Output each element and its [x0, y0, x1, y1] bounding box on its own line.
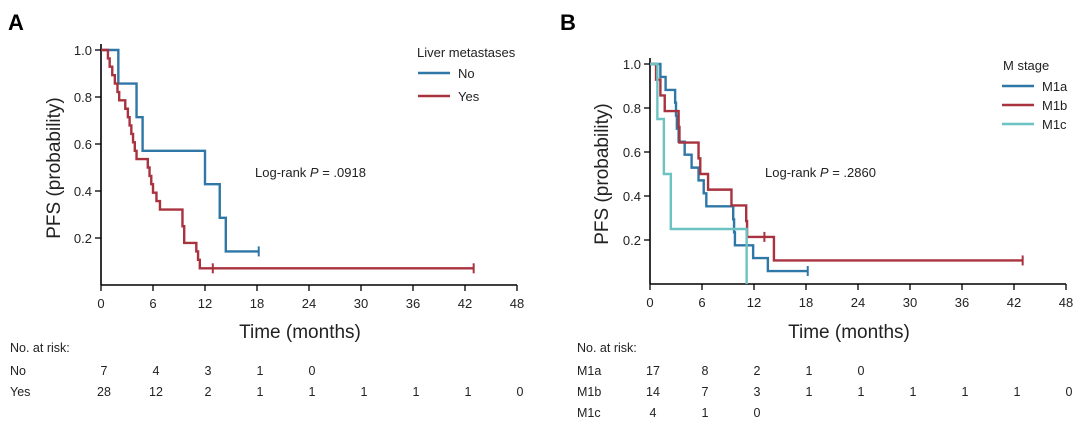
x-tick-label: 42	[458, 296, 472, 311]
x-axis-title: Time (months)	[788, 322, 910, 343]
x-tick-label: 18	[250, 296, 264, 311]
at-risk-value: 3	[754, 385, 761, 399]
at-risk-row-label: Yes	[10, 385, 30, 399]
x-axis-title: Time (months)	[239, 322, 361, 343]
at-risk-value: 1	[465, 385, 472, 399]
legend-label-yes: Yes	[458, 89, 480, 104]
log-rank-prefix: Log-rank	[765, 165, 820, 180]
km-curve-m1b	[650, 62, 1023, 262]
x-tick-label: 18	[799, 295, 813, 310]
x-tick-label: 36	[406, 296, 420, 311]
at-risk-title: No. at risk:	[577, 341, 637, 355]
at-risk-title: No. at risk:	[10, 341, 70, 355]
at-risk-value: 28	[97, 385, 111, 399]
at-risk-value: 1	[806, 364, 813, 378]
at-risk-value: 4	[650, 406, 657, 420]
at-risk-value: 2	[754, 364, 761, 378]
log-rank-p: P	[310, 165, 319, 180]
at-risk-row-label: M1a	[577, 364, 601, 378]
panel-letter: A	[8, 10, 24, 35]
at-risk-row-label: M1c	[577, 406, 601, 420]
x-tick-label: 30	[354, 296, 368, 311]
at-risk-value: 0	[517, 385, 524, 399]
x-tick-label: 42	[1007, 295, 1021, 310]
at-risk-value: 0	[858, 364, 865, 378]
at-risk-value: 17	[646, 364, 660, 378]
panel-letter: B	[560, 10, 576, 35]
x-tick-label: 6	[698, 295, 705, 310]
at-risk-value: 0	[754, 406, 761, 420]
x-tick-label: 36	[955, 295, 969, 310]
at-risk-value: 1	[806, 385, 813, 399]
x-tick-label: 0	[646, 295, 653, 310]
y-tick-label: 0.2	[74, 231, 92, 246]
y-axis-title: PFS (probability)	[44, 97, 65, 239]
at-risk-value: 7	[101, 364, 108, 378]
km-curve-m1a	[650, 62, 808, 273]
x-tick-label: 30	[903, 295, 917, 310]
at-risk-value: 1	[361, 385, 368, 399]
legend-label-no: No	[458, 66, 475, 81]
log-rank-value: = .0918	[319, 165, 366, 180]
y-tick-label: 1.0	[74, 43, 92, 58]
y-tick-label: 0.4	[623, 189, 641, 204]
at-risk-value: 1	[257, 364, 264, 378]
at-risk-value: 4	[153, 364, 160, 378]
at-risk-value: 1	[962, 385, 969, 399]
y-tick-label: 1.0	[623, 57, 641, 72]
y-tick-label: 0.4	[74, 184, 92, 199]
km-curve-m1c	[650, 62, 748, 284]
at-risk-row-label: M1b	[577, 385, 601, 399]
at-risk-value: 1	[858, 385, 865, 399]
y-tick-label: 0.8	[623, 101, 641, 116]
km-curve-yes	[101, 48, 474, 270]
at-risk-value: 8	[702, 364, 709, 378]
log-rank-annotation: Log-rank P = .2860	[765, 165, 876, 180]
at-risk-value: 1	[910, 385, 917, 399]
at-risk-value: 7	[702, 385, 709, 399]
log-rank-annotation: Log-rank P = .0918	[255, 165, 366, 180]
at-risk-value: 1	[257, 385, 264, 399]
at-risk-value: 14	[646, 385, 660, 399]
legend-title: Liver metastases	[417, 45, 516, 60]
at-risk-value: 1	[309, 385, 316, 399]
x-tick-label: 0	[97, 296, 104, 311]
at-risk-value: 12	[149, 385, 163, 399]
y-axis-title: PFS (probability)	[592, 103, 613, 245]
x-tick-label: 12	[198, 296, 212, 311]
at-risk-row-label: No	[10, 364, 26, 378]
legend-label-m1c: M1c	[1042, 117, 1067, 132]
legend-label-m1a: M1a	[1042, 79, 1068, 94]
legend-label-m1b: M1b	[1042, 98, 1067, 113]
log-rank-prefix: Log-rank	[255, 165, 310, 180]
legend-title: M stage	[1003, 58, 1049, 73]
x-tick-label: 24	[851, 295, 865, 310]
at-risk-value: 3	[205, 364, 212, 378]
x-tick-label: 6	[149, 296, 156, 311]
log-rank-p: P	[820, 165, 829, 180]
y-tick-label: 0.6	[74, 137, 92, 152]
x-tick-label: 24	[302, 296, 316, 311]
at-risk-value: 0	[309, 364, 316, 378]
at-risk-value: 1	[702, 406, 709, 420]
at-risk-value: 1	[413, 385, 420, 399]
x-tick-label: 48	[1059, 295, 1073, 310]
at-risk-value: 0	[1066, 385, 1073, 399]
log-rank-value: = .2860	[829, 165, 876, 180]
km-curve-no	[101, 48, 259, 253]
y-tick-label: 0.6	[623, 145, 641, 160]
x-tick-label: 48	[510, 296, 524, 311]
y-tick-label: 0.2	[623, 233, 641, 248]
y-tick-label: 0.8	[74, 90, 92, 105]
at-risk-value: 2	[205, 385, 212, 399]
x-tick-label: 12	[747, 295, 761, 310]
at-risk-value: 1	[1014, 385, 1021, 399]
